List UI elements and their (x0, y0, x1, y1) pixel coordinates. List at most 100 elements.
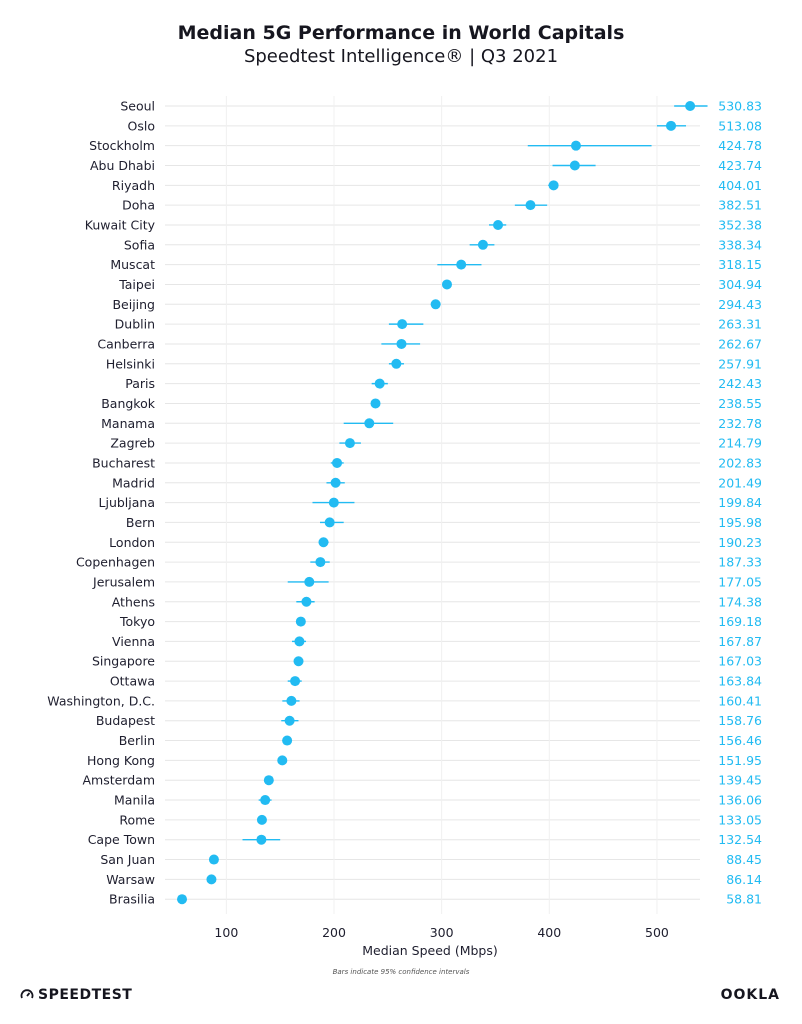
category-label: Helsinki (106, 356, 155, 371)
category-label: Zagreb (110, 436, 155, 451)
value-label: 58.81 (726, 892, 762, 907)
data-point (315, 557, 326, 568)
data-point (294, 636, 305, 647)
category-label: Berlin (119, 733, 155, 748)
category-label: Bucharest (92, 455, 155, 470)
category-label: Abu Dhabi (90, 158, 155, 173)
x-axis-label: Median Speed (Mbps) (362, 943, 498, 958)
value-label: 139.45 (718, 773, 762, 788)
category-label: Paris (125, 376, 155, 391)
chart-title: Median 5G Performance in World Capitals (177, 22, 625, 44)
speedtest-gauge-icon (20, 989, 34, 999)
category-label: Riyadh (112, 178, 155, 193)
data-point (493, 219, 504, 230)
data-point (290, 676, 301, 687)
speedtest-wordmark: SPEEDTEST (38, 987, 133, 1003)
data-point (328, 497, 339, 508)
category-label: Bern (126, 515, 155, 530)
value-label: 338.34 (718, 237, 762, 252)
category-label: Washington, D.C. (47, 693, 155, 708)
value-label: 423.74 (718, 158, 762, 173)
category-label: Ljubljana (99, 495, 155, 510)
data-point (666, 120, 677, 131)
category-label: Brasilia (109, 892, 155, 907)
data-point (396, 338, 407, 349)
data-point (569, 160, 580, 171)
category-label: Oslo (128, 118, 155, 133)
value-label: 263.31 (718, 317, 762, 332)
value-label: 513.08 (718, 118, 762, 133)
data-point (177, 894, 188, 905)
value-label: 242.43 (718, 376, 762, 391)
value-label: 133.05 (718, 812, 762, 827)
category-label: Amsterdam (82, 773, 155, 788)
value-label: 187.33 (718, 555, 762, 570)
value-label: 156.46 (718, 733, 762, 748)
value-label: 167.87 (718, 634, 762, 649)
value-label: 88.45 (726, 852, 762, 867)
data-point (570, 140, 581, 151)
data-point (301, 596, 312, 607)
category-label: Copenhagen (76, 555, 155, 570)
category-label: Taipei (118, 277, 155, 292)
value-label: 132.54 (718, 832, 762, 847)
value-label: 214.79 (718, 436, 762, 451)
category-label: Manila (114, 793, 155, 808)
data-point (263, 775, 274, 786)
value-label: 262.67 (718, 336, 762, 351)
category-label: Warsaw (106, 872, 155, 887)
category-label: Sofia (124, 237, 155, 252)
category-label: London (109, 535, 155, 550)
category-label: Dublin (115, 317, 155, 332)
x-tick-label: 200 (322, 925, 346, 940)
category-label: Bangkok (101, 396, 156, 411)
value-label: 318.15 (718, 257, 762, 272)
category-label: Singapore (92, 654, 155, 669)
x-tick-label: 100 (214, 925, 238, 940)
data-point (397, 319, 408, 330)
value-label: 151.95 (718, 753, 762, 768)
value-label: 136.06 (718, 793, 762, 808)
category-label: Vienna (112, 634, 155, 649)
chart-subtitle: Speedtest Intelligence® | Q3 2021 (243, 46, 559, 67)
data-point (284, 715, 295, 726)
data-point (430, 299, 441, 310)
value-label: 352.38 (718, 217, 762, 232)
speedtest-logo: SPEEDTEST (20, 987, 132, 1003)
confidence-note: Bars indicate 95% confidence intervals (332, 968, 470, 976)
gridlines (165, 96, 700, 914)
value-label: 382.51 (718, 198, 762, 213)
category-label: Athens (112, 594, 155, 609)
data-point (370, 398, 381, 409)
x-axis-ticks: 100 200 300 400 500 (214, 925, 668, 940)
category-label: Tokyo (119, 614, 155, 629)
value-label: 294.43 (718, 297, 762, 312)
data-point (256, 834, 267, 845)
category-label: Cape Town (88, 832, 155, 847)
data-point (208, 854, 219, 865)
data-point (260, 795, 271, 806)
category-label: Canberra (97, 336, 155, 351)
x-tick-label: 400 (537, 925, 561, 940)
value-label: 167.03 (718, 654, 762, 669)
data-point (548, 180, 559, 191)
data-point (256, 814, 267, 825)
x-tick-label: 300 (430, 925, 454, 940)
category-label: Stockholm (89, 138, 155, 153)
data-point (456, 259, 467, 270)
value-label: 174.38 (718, 594, 762, 609)
data-point (324, 517, 335, 528)
category-label: Budapest (96, 713, 155, 728)
category-label: San Juan (100, 852, 155, 867)
value-label: 163.84 (718, 674, 762, 689)
data-point (330, 477, 341, 488)
value-label: 158.76 (718, 713, 762, 728)
value-labels: 530.83 513.08 424.78 423.74 404.01 382.51 352.… (718, 99, 762, 907)
data-point (277, 755, 288, 766)
value-label: 530.83 (718, 99, 762, 114)
data-point (206, 874, 217, 885)
value-label: 404.01 (718, 178, 762, 193)
category-label: Beijing (112, 297, 155, 312)
category-label: Rome (119, 812, 155, 827)
